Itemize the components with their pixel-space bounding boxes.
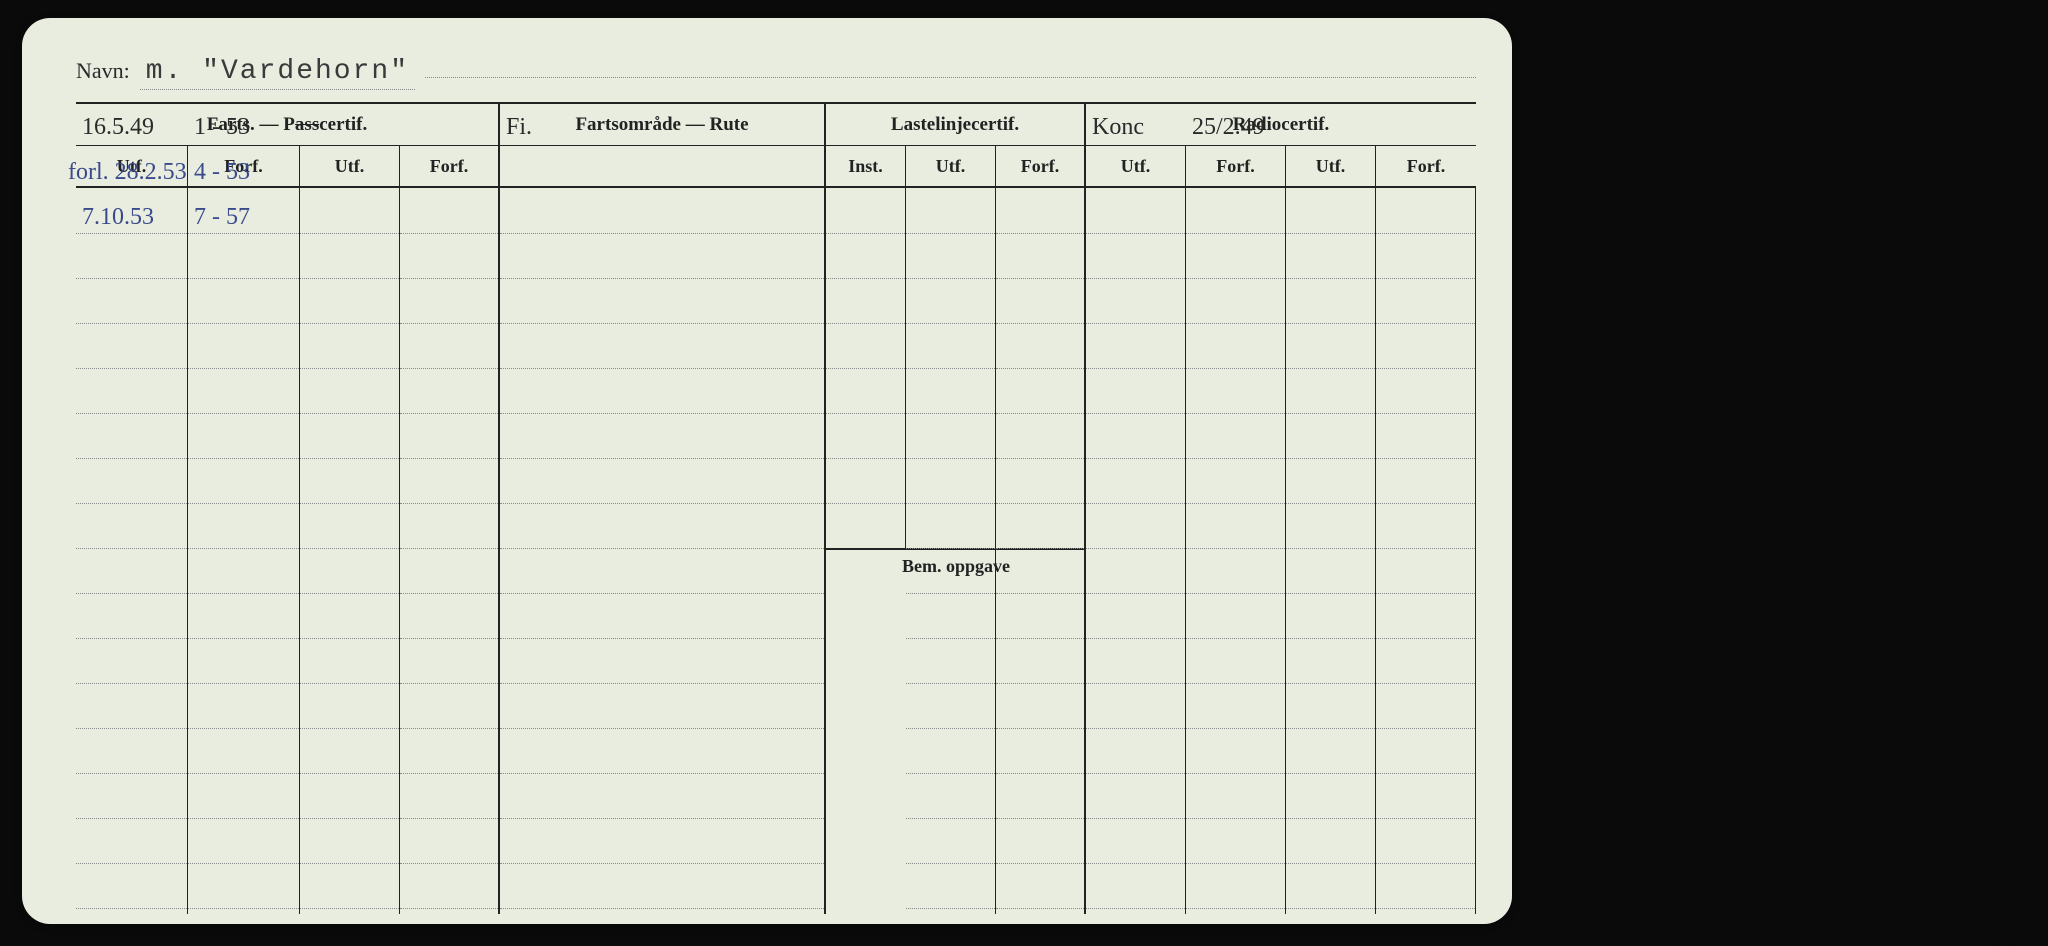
group-header: Radiocertif.: [1086, 104, 1476, 145]
sub-header: Utf.: [1286, 146, 1376, 186]
binder-hole: [1984, 648, 2030, 694]
ledger-column: Bem. oppgave: [826, 188, 906, 914]
binder-hole: [1984, 396, 2030, 442]
sub-header: Forf.: [400, 146, 500, 186]
ledger-column: [996, 188, 1086, 914]
ledger-column: [300, 188, 400, 914]
sub-header: Utf.: [300, 146, 400, 186]
binder-hole: [1984, 732, 2030, 778]
binder-hole: [1984, 480, 2030, 526]
name-underline: [425, 77, 1476, 78]
binder-hole: [1984, 312, 2030, 358]
binder-hole: [1984, 816, 2030, 862]
ledger-body: Bem. oppgave16.5.491 - 53Fi.Konc25/2.49f…: [76, 188, 1476, 914]
ledger-column: [188, 188, 300, 914]
handwritten-entry: Fi.: [506, 114, 532, 141]
sub-header: Utf.: [1086, 146, 1186, 186]
sub-header-row: Utf.Forf.Utf.Forf.Inst.Utf.Forf.Utf.Forf…: [76, 146, 1476, 188]
ledger-column: [906, 188, 996, 914]
record-card: Navn: m. "Vardehorn" Farts. — Passcertif…: [22, 18, 1512, 924]
ledger-column: [500, 188, 826, 914]
sub-header: Forf.: [1186, 146, 1286, 186]
binder-hole: [1984, 60, 2030, 106]
sub-header: [500, 146, 826, 186]
ledger-grid: Farts. — Passcertif.Fartsområde — RuteLa…: [76, 102, 1476, 912]
ledger-column: [1186, 188, 1286, 914]
handwritten-entry: forl. 28.2.53: [68, 159, 187, 186]
binder-hole: [1984, 144, 2030, 190]
name-value: m. "Vardehorn": [140, 56, 415, 90]
ledger-column: [1376, 188, 1476, 914]
binder-hole: [1984, 900, 2030, 946]
handwritten-entry: 16.5.49: [82, 114, 154, 141]
handwritten-entry: 25/2.49: [1192, 114, 1265, 141]
sub-header: Utf.: [906, 146, 996, 186]
binder-hole: [1984, 564, 2030, 610]
handwritten-entry: 4 - 53: [194, 159, 250, 186]
group-header: Lastelinjecertif.: [826, 104, 1086, 145]
binder-hole: [1984, 228, 2030, 274]
name-label: Navn:: [76, 58, 130, 84]
handwritten-entry: Konc: [1092, 114, 1144, 141]
ledger-column: [1286, 188, 1376, 914]
ledger-column: [76, 188, 188, 914]
name-row: Navn: m. "Vardehorn": [76, 56, 1476, 90]
handwritten-entry: 7.10.53: [82, 204, 154, 231]
sub-header: Forf.: [996, 146, 1086, 186]
handwritten-entry: 7 - 57: [194, 204, 250, 231]
group-header: Fartsområde — Rute: [500, 104, 826, 145]
sub-header: Inst.: [826, 146, 906, 186]
ledger-column: [1086, 188, 1186, 914]
binder-holes: [1984, 60, 2030, 946]
group-header-row: Farts. — Passcertif.Fartsområde — RuteLa…: [76, 104, 1476, 146]
ledger-column: [400, 188, 500, 914]
handwritten-entry: 1 - 53: [194, 114, 250, 141]
sub-header: Forf.: [1376, 146, 1476, 186]
